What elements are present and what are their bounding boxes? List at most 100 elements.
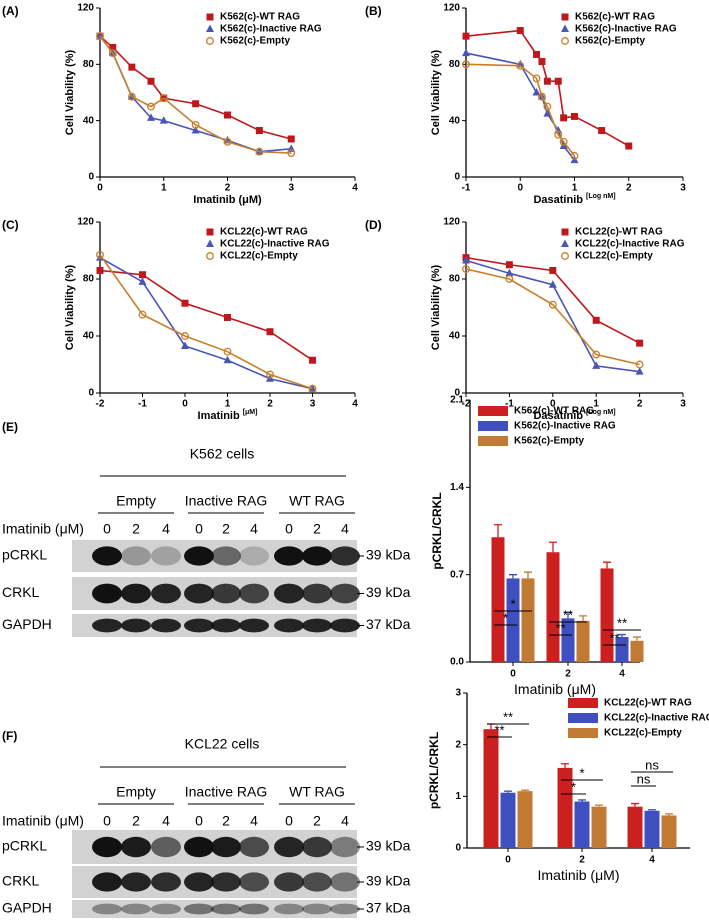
band [239, 618, 269, 633]
bar [483, 729, 499, 848]
error-bar [524, 571, 532, 579]
band [211, 872, 241, 892]
band [302, 618, 332, 633]
band [302, 903, 332, 915]
dose-label: 0 [195, 813, 203, 829]
x-tick-label: 3 [680, 183, 686, 194]
dose-label: 0 [103, 521, 111, 537]
x-axis-label: Imatinib (μM) [538, 867, 620, 883]
band [330, 546, 360, 566]
significance-label: ** [494, 722, 504, 737]
band [151, 618, 181, 633]
legend-label: K562(c)-Empty [575, 36, 645, 47]
x-tick-label: 0 [505, 855, 511, 866]
panel-label: (C) [2, 218, 19, 232]
marker [559, 137, 568, 146]
significance-label: ns [645, 757, 659, 772]
x-tick-label: 3 [288, 183, 294, 194]
x-tick-label: 2 [579, 855, 585, 866]
legend-label: KCL22(c)-Empty [220, 251, 298, 262]
legend-label: K562(c)-WT RAG [575, 12, 655, 23]
bar [491, 537, 505, 662]
marker [223, 137, 232, 146]
marker [206, 252, 214, 260]
error-bar [509, 574, 517, 579]
dose-axis-label: Imatinib (μM) [2, 813, 84, 829]
legend-label: KCL22(c)-Empty [604, 728, 682, 739]
y-tick-label: 40 [83, 115, 95, 126]
marker [538, 92, 546, 101]
x-tick-label: 2 [565, 669, 571, 680]
y-tick-label: 0.0 [450, 657, 464, 668]
panel-label: (D) [365, 218, 382, 232]
error-bar [665, 813, 673, 816]
legend-swatch [568, 698, 598, 708]
legend-label: K562(c)-Inactive RAG [575, 24, 677, 35]
marker [571, 112, 578, 120]
legend-label: K562(c)-WT RAG [514, 406, 594, 417]
x-axis-label-text: Dasatinib [533, 194, 583, 206]
dose-label: 0 [195, 521, 203, 537]
error-bar [564, 611, 572, 619]
band [211, 583, 241, 604]
x-tick-label: -2 [96, 399, 105, 410]
x-tick-label: 0 [182, 399, 188, 410]
marker [543, 77, 551, 85]
marker [128, 63, 136, 71]
band [302, 583, 332, 604]
band [211, 903, 241, 915]
legend-swatch [568, 713, 598, 723]
band [239, 903, 269, 915]
bar [630, 640, 644, 662]
marker [538, 58, 546, 66]
marker [554, 77, 562, 85]
marker [127, 92, 136, 101]
band [274, 546, 304, 566]
band [151, 872, 181, 892]
y-tick-label: 0 [454, 172, 460, 183]
y-tick-label: 0.7 [450, 569, 464, 580]
series-line [99, 269, 313, 361]
marker [533, 50, 541, 58]
legend-swatch [568, 728, 598, 738]
legend-label: KCL22(c)-WT RAG [604, 698, 692, 709]
marker [181, 299, 189, 307]
y-tick-label: 2 [455, 739, 461, 750]
band [211, 618, 241, 633]
legend-label: KCL22(c)-WT RAG [220, 227, 308, 238]
error-bar [633, 636, 641, 641]
marker [287, 135, 295, 143]
legend-label: K562(c)-WT RAG [220, 12, 300, 23]
band [239, 583, 269, 604]
marker [308, 384, 317, 393]
marker [554, 130, 563, 139]
x-tick-label: 4 [619, 669, 625, 680]
marker [625, 142, 633, 150]
series-line [99, 256, 313, 390]
error-bar [603, 561, 611, 569]
y-tick-label: 3 [455, 688, 461, 699]
marker [96, 31, 104, 40]
legend-swatch [478, 406, 508, 416]
x-tick-label: 4 [352, 399, 358, 410]
series-line [99, 35, 292, 153]
dose-label: 2 [132, 521, 140, 537]
marker [592, 316, 600, 324]
band [330, 872, 360, 892]
marker [147, 113, 155, 121]
band [330, 583, 360, 604]
row-label: pCRKL [2, 838, 47, 854]
legend-label: KCL22(c)-Inactive RAG [220, 239, 330, 250]
marker [223, 355, 232, 364]
group-label: Inactive RAG [185, 493, 267, 509]
y-tick-label: 1 [455, 791, 461, 802]
significance-label: ** [503, 709, 513, 724]
bar [644, 810, 660, 848]
group-label: Inactive RAG [185, 784, 267, 800]
band [274, 836, 304, 858]
y-tick-label: 40 [83, 331, 95, 342]
band [239, 546, 269, 566]
marker [206, 239, 214, 247]
blot-title: K562 cells [190, 446, 255, 462]
band [92, 583, 122, 604]
